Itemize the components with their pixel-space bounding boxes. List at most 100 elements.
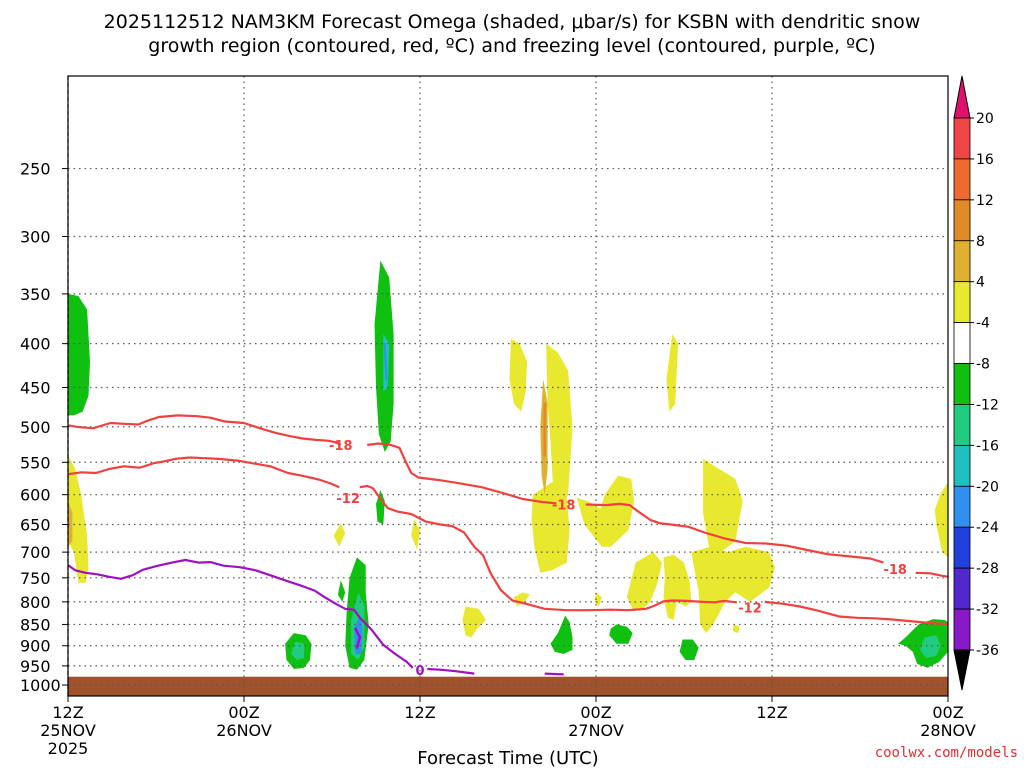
omega-shaded-region	[920, 635, 941, 658]
x-tick-label: 28NOV	[920, 721, 976, 740]
y-tick-label: 550	[20, 453, 51, 472]
omega-shaded-region	[626, 552, 662, 612]
y-tick-label: 650	[20, 516, 51, 535]
chart-title-line-2: growth region (contoured, red, ºC) and f…	[148, 35, 875, 57]
x-tick-label: 12Z	[404, 703, 435, 722]
ground-surface	[68, 676, 948, 696]
y-tick-label: 250	[20, 160, 51, 179]
omega-shaded-region	[531, 482, 570, 573]
contour-line	[68, 456, 340, 489]
colorbar-segment	[953, 117, 971, 160]
y-tick-label: 400	[20, 335, 51, 354]
omega-shaded-region	[691, 546, 775, 634]
omega-shaded-region	[376, 490, 385, 525]
colorbar-label: -4	[976, 316, 990, 332]
omega-shaded-region	[679, 639, 699, 660]
contour-label: -12	[738, 601, 762, 616]
colorbar-bottom-triangle	[953, 649, 971, 691]
colorbar-segment	[953, 608, 971, 651]
colorbar-label: 12	[976, 193, 994, 209]
omega-shaded-region	[576, 475, 635, 547]
ground-fill	[68, 676, 948, 696]
omega-shaded-region	[609, 624, 633, 644]
omega-shaded-region	[594, 592, 602, 607]
colorbar-label: -24	[976, 520, 999, 536]
colorbar-label: -8	[976, 357, 990, 373]
colorbar-top-triangle	[953, 75, 971, 119]
contour-line	[367, 442, 557, 505]
omega-shaded-region	[513, 592, 530, 607]
omega-shaded-region	[411, 518, 420, 550]
y-axis-ticks: 250 300 350 400 450 500 550 600 650 700 750 800 850 9…	[20, 160, 68, 695]
contour-line	[915, 571, 948, 578]
y-tick-label: 900	[20, 637, 51, 656]
colorbar-segment	[953, 322, 971, 364]
colorbar-label: -12	[976, 397, 999, 413]
contour-line	[544, 672, 564, 676]
omega-shaded-region	[663, 554, 692, 620]
colorbar-label: -36	[976, 643, 999, 659]
y-tick-label: 950	[20, 657, 51, 676]
omega-shaded-region	[68, 293, 90, 416]
x-tick-label: 12Z	[756, 703, 787, 722]
colorbar-label: 16	[976, 152, 994, 168]
colorbar-label: 20	[976, 111, 994, 127]
colorbar-segment	[953, 567, 971, 610]
omega-shaded-region	[333, 523, 346, 547]
colorbar: 20 16 12 8 4 -4 -8 -12 -16 -20 -24 -28 -32 -36	[953, 75, 999, 691]
omega-shaded-region	[732, 624, 740, 634]
omega-shading	[68, 260, 948, 670]
contour-label: -18	[883, 563, 907, 578]
y-tick-label: 750	[20, 569, 51, 588]
colorbar-label: -20	[976, 479, 999, 495]
colorbar-label: -16	[976, 438, 999, 454]
credit-text: coolwx.com/models	[875, 745, 1018, 761]
y-tick-label: 600	[20, 486, 51, 505]
contour-line	[68, 558, 414, 669]
y-tick-label: 800	[20, 593, 51, 612]
colorbar-segment	[953, 404, 971, 446]
contour-line	[427, 667, 475, 675]
x-axis-label: Forecast Time (UTC)	[417, 748, 598, 768]
y-tick-label: 500	[20, 418, 51, 437]
x-tick-label: 00Z	[228, 703, 259, 722]
x-tick-label: 26NOV	[216, 721, 272, 740]
colorbar-segment	[953, 526, 971, 569]
omega-shaded-region	[546, 343, 573, 507]
contour-line	[68, 414, 342, 446]
y-tick-label: 450	[20, 379, 51, 398]
colorbar-label: -32	[976, 602, 999, 618]
x-tick-label: 12Z	[52, 703, 83, 722]
x-tick-label: 25NOV	[40, 721, 96, 740]
colorbar-segment	[953, 158, 971, 201]
y-tick-label: 1000	[20, 676, 61, 695]
contour-label: 0	[415, 664, 424, 679]
contour-label: -12	[336, 492, 360, 507]
omega-shaded-core	[354, 627, 362, 650]
x-tick-label: 00Z	[580, 703, 611, 722]
x-tick-label: 27NOV	[568, 721, 624, 740]
colorbar-segment	[953, 240, 971, 283]
omega-shaded-region	[550, 615, 573, 654]
omega-shaded-region	[68, 455, 89, 583]
contour-labels: -18 -18 -18 -12 -12 0	[329, 439, 907, 679]
omega-shaded-region	[337, 580, 346, 602]
omega-shaded-core	[383, 342, 388, 381]
contour-label: -18	[552, 498, 576, 513]
colorbar-segment	[953, 444, 971, 487]
pressure-grid	[68, 76, 948, 696]
contour-line	[764, 600, 948, 626]
colorbar-segment	[953, 199, 971, 242]
omega-shaded-region	[666, 334, 679, 412]
omega-shaded-region	[703, 458, 743, 553]
colorbar-label: 8	[976, 234, 985, 250]
chart-title-line-1: 2025112512 NAM3KM Forecast Omega (shaded…	[104, 11, 921, 33]
contour-label: -18	[329, 439, 353, 454]
y-tick-label: 350	[20, 285, 51, 304]
temperature-contours	[68, 414, 948, 676]
colorbar-segment	[953, 485, 971, 528]
omega-shaded-region	[509, 339, 528, 412]
contour-line	[585, 502, 884, 564]
